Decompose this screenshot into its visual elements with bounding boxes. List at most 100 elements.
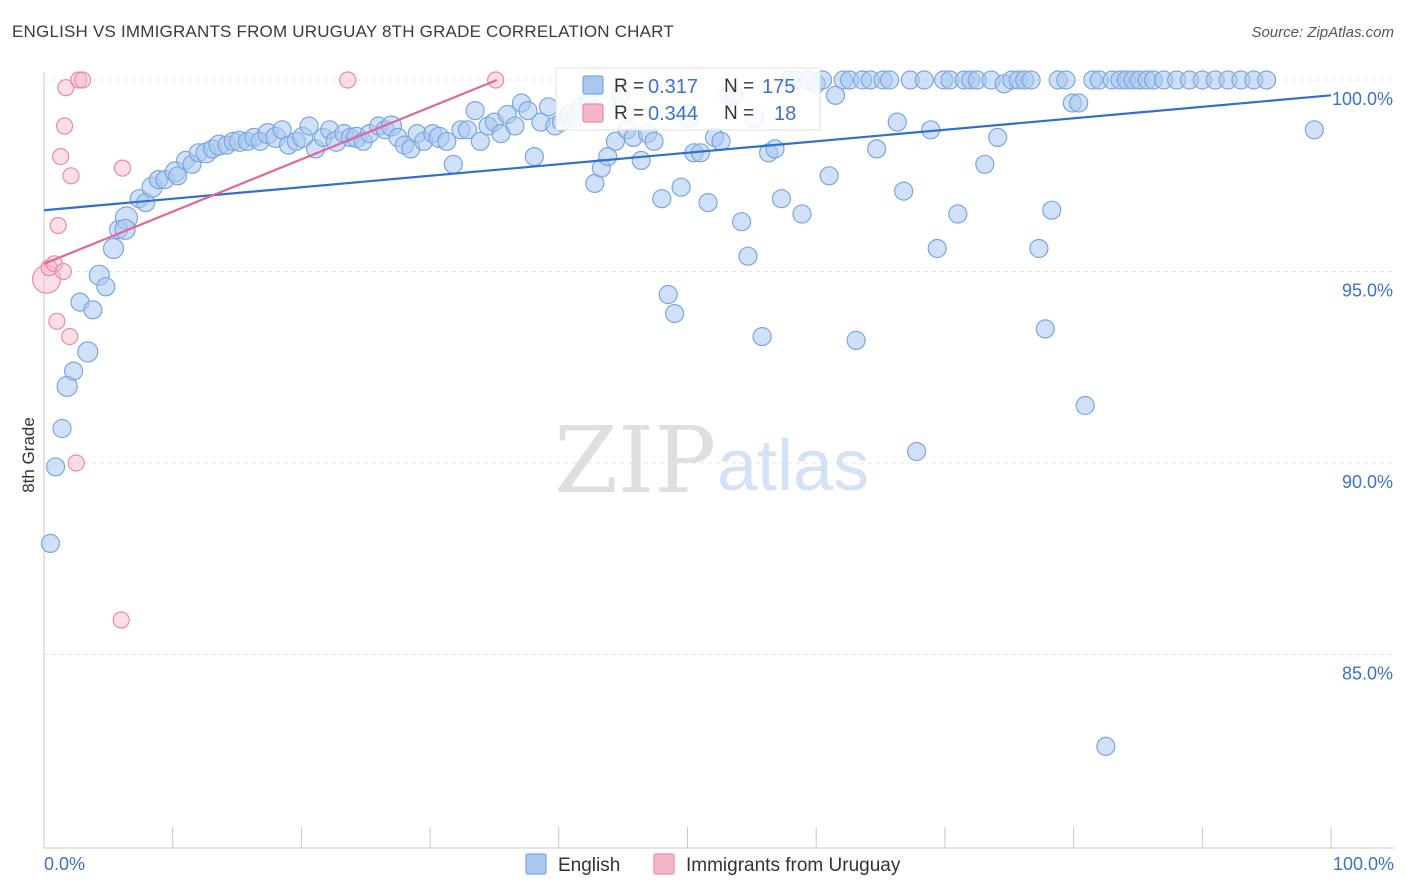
english-point bbox=[40, 533, 61, 554]
english-point bbox=[731, 212, 752, 232]
x-ticks bbox=[43, 827, 1332, 848]
english-point bbox=[299, 116, 319, 136]
uruguay-point bbox=[49, 216, 67, 235]
english-point bbox=[914, 70, 934, 90]
english-point bbox=[819, 166, 839, 186]
english-point bbox=[1035, 319, 1055, 339]
english-trend-line bbox=[43, 94, 1332, 212]
legend: English Immigrants from Uruguay bbox=[525, 853, 901, 876]
english-point bbox=[168, 166, 188, 186]
english-point bbox=[524, 147, 544, 167]
uruguay-point bbox=[70, 71, 88, 89]
watermark: ZIP atlas bbox=[554, 407, 869, 514]
stats-swatch-english bbox=[582, 75, 604, 95]
english-point bbox=[96, 277, 116, 297]
english-point bbox=[1056, 70, 1076, 90]
stats-n-value-english: 175 bbox=[762, 76, 795, 98]
english-point bbox=[505, 116, 525, 136]
english-point bbox=[825, 85, 846, 105]
uruguay-point bbox=[73, 71, 92, 89]
english-point bbox=[771, 189, 792, 209]
english-point bbox=[894, 181, 914, 201]
english-point bbox=[77, 341, 99, 363]
english-point bbox=[1042, 200, 1062, 220]
stats-swatch-uruguay bbox=[582, 103, 604, 123]
stats-n-label-uruguay: N = bbox=[724, 103, 754, 124]
uruguay-point bbox=[48, 312, 66, 330]
english-point bbox=[45, 457, 66, 477]
english-point bbox=[102, 237, 125, 260]
english-point bbox=[765, 139, 785, 159]
legend-label-uruguay: Immigrants from Uruguay bbox=[686, 855, 901, 876]
y-tick-label-95: 95.0% bbox=[1342, 281, 1393, 301]
uruguay-trend-line bbox=[43, 78, 498, 265]
legend-swatch-uruguay bbox=[653, 853, 675, 875]
legend-swatch-english bbox=[525, 853, 547, 875]
english-point bbox=[752, 327, 772, 347]
stats-n-label-english: N = bbox=[724, 76, 754, 97]
legend-label-english: English bbox=[558, 855, 620, 876]
english-point bbox=[652, 189, 672, 209]
english-point bbox=[83, 300, 103, 320]
uruguay-points bbox=[31, 71, 505, 629]
y-tick-label-100: 100.0% bbox=[1332, 89, 1393, 109]
uruguay-point bbox=[52, 148, 70, 166]
english-point bbox=[975, 154, 995, 174]
english-point bbox=[1029, 238, 1049, 259]
uruguay-point bbox=[61, 328, 79, 346]
stats-box: R = 0.317 N = 175 R = 0.344 N = 18 bbox=[555, 67, 821, 131]
english-point bbox=[1069, 93, 1089, 113]
x-tick-label-min: 0.0% bbox=[44, 854, 85, 874]
english-point bbox=[644, 131, 664, 151]
english-point bbox=[52, 418, 72, 439]
y-tick-label-90: 90.0% bbox=[1342, 472, 1393, 492]
english-point bbox=[671, 177, 691, 197]
english-point bbox=[664, 304, 685, 324]
stats-n-value-uruguay: 18 bbox=[774, 103, 796, 125]
gridlines bbox=[44, 79, 1394, 655]
chart-title: ENGLISH VS IMMIGRANTS FROM URUGUAY 8TH G… bbox=[12, 22, 674, 41]
uruguay-point bbox=[57, 79, 75, 97]
y-tick-label-85: 85.0% bbox=[1342, 664, 1393, 684]
uruguay-point bbox=[112, 611, 130, 629]
english-point bbox=[792, 204, 812, 224]
trend-lines bbox=[43, 78, 1332, 265]
english-point bbox=[518, 100, 538, 121]
uruguay-point bbox=[67, 454, 85, 472]
english-point bbox=[1096, 736, 1116, 757]
uruguay-point bbox=[54, 262, 72, 281]
stats-r-value-uruguay: 0.344 bbox=[648, 103, 698, 125]
english-point bbox=[470, 131, 490, 151]
english-point bbox=[437, 131, 457, 151]
english-point bbox=[658, 284, 678, 305]
watermark-zip: ZIP bbox=[554, 407, 716, 514]
english-point bbox=[631, 150, 651, 170]
source-credit: Source: ZipAtlas.com bbox=[1251, 24, 1394, 41]
english-point bbox=[114, 218, 136, 240]
english-point bbox=[538, 97, 559, 117]
english-point bbox=[1021, 70, 1041, 90]
uruguay-point bbox=[339, 71, 357, 89]
y-axis-label: 8th Grade bbox=[19, 417, 38, 493]
x-tick-label-max: 100.0% bbox=[1333, 854, 1394, 874]
english-point bbox=[443, 154, 463, 174]
watermark-atlas: atlas bbox=[717, 426, 869, 506]
english-point bbox=[1304, 120, 1324, 140]
english-point bbox=[867, 139, 887, 159]
english-point bbox=[738, 246, 758, 266]
english-point bbox=[927, 238, 947, 259]
stats-r-value-english: 0.317 bbox=[648, 76, 698, 98]
english-point bbox=[465, 100, 485, 121]
english-point bbox=[879, 70, 900, 90]
uruguay-point bbox=[55, 117, 74, 135]
stats-r-label-english: R = bbox=[614, 76, 644, 97]
english-point bbox=[1075, 395, 1095, 416]
english-point bbox=[63, 361, 84, 381]
english-point bbox=[711, 131, 731, 151]
uruguay-point bbox=[113, 159, 132, 177]
english-point bbox=[948, 204, 968, 224]
english-point bbox=[988, 127, 1008, 147]
english-point bbox=[1256, 70, 1277, 90]
axes bbox=[43, 72, 1394, 849]
